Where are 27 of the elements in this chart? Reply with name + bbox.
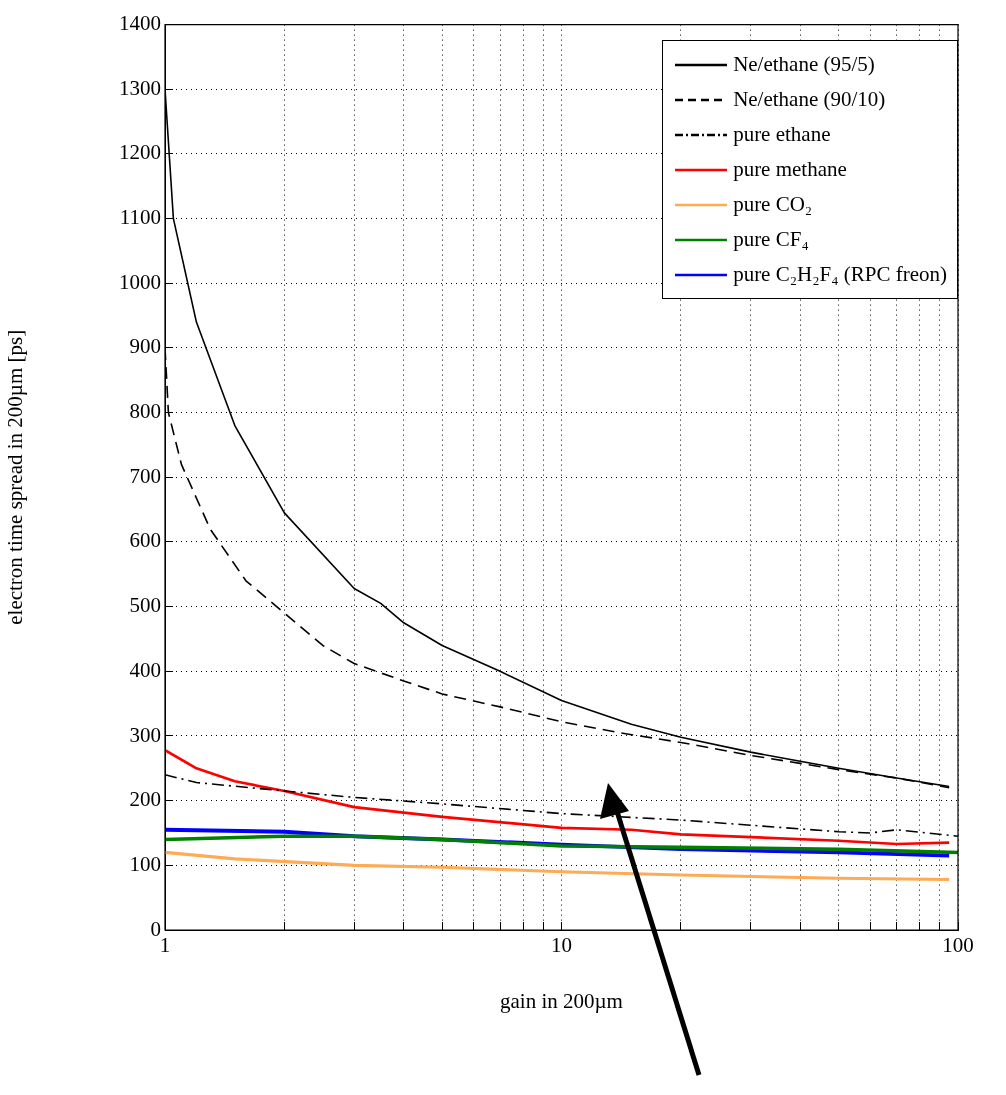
legend-label: pure CO₂: [733, 191, 813, 218]
legend-label: Ne/ethane (90/10): [733, 86, 886, 113]
legend-label: pure CF₄: [733, 226, 809, 253]
y-tick-label: 1200: [119, 140, 161, 165]
y-tick-label: 500: [129, 593, 161, 618]
legend-label: pure C₂H₂F₄ (RPC freon): [733, 261, 947, 288]
y-tick-label: 100: [129, 851, 161, 876]
y-tick-label: 800: [129, 399, 161, 424]
y-tick-label: 1300: [119, 75, 161, 100]
legend-label: Ne/ethane (95/5): [733, 51, 875, 78]
x-axis-title: gain in 200µm: [500, 988, 623, 1013]
y-tick-label: 600: [129, 528, 161, 553]
y-tick-label: 900: [129, 334, 161, 359]
legend-label: pure ethane: [733, 121, 831, 148]
y-tick-label: 1000: [119, 269, 161, 294]
x-tick-label: 10: [551, 933, 572, 958]
legend-label: pure methane: [733, 156, 847, 183]
y-tick-label: 1400: [119, 11, 161, 36]
x-tick-label: 1: [159, 933, 171, 958]
y-tick-label: 400: [129, 657, 161, 682]
y-tick-label: 0: [150, 916, 161, 941]
y-tick-label: 300: [129, 722, 161, 747]
x-tick-label: 100: [942, 933, 974, 958]
y-axis-title: electron time spread in 200µm [ps]: [3, 329, 28, 625]
y-tick-label: 700: [129, 463, 161, 488]
y-tick-label: 1100: [119, 205, 161, 230]
y-tick-label: 200: [129, 787, 161, 812]
